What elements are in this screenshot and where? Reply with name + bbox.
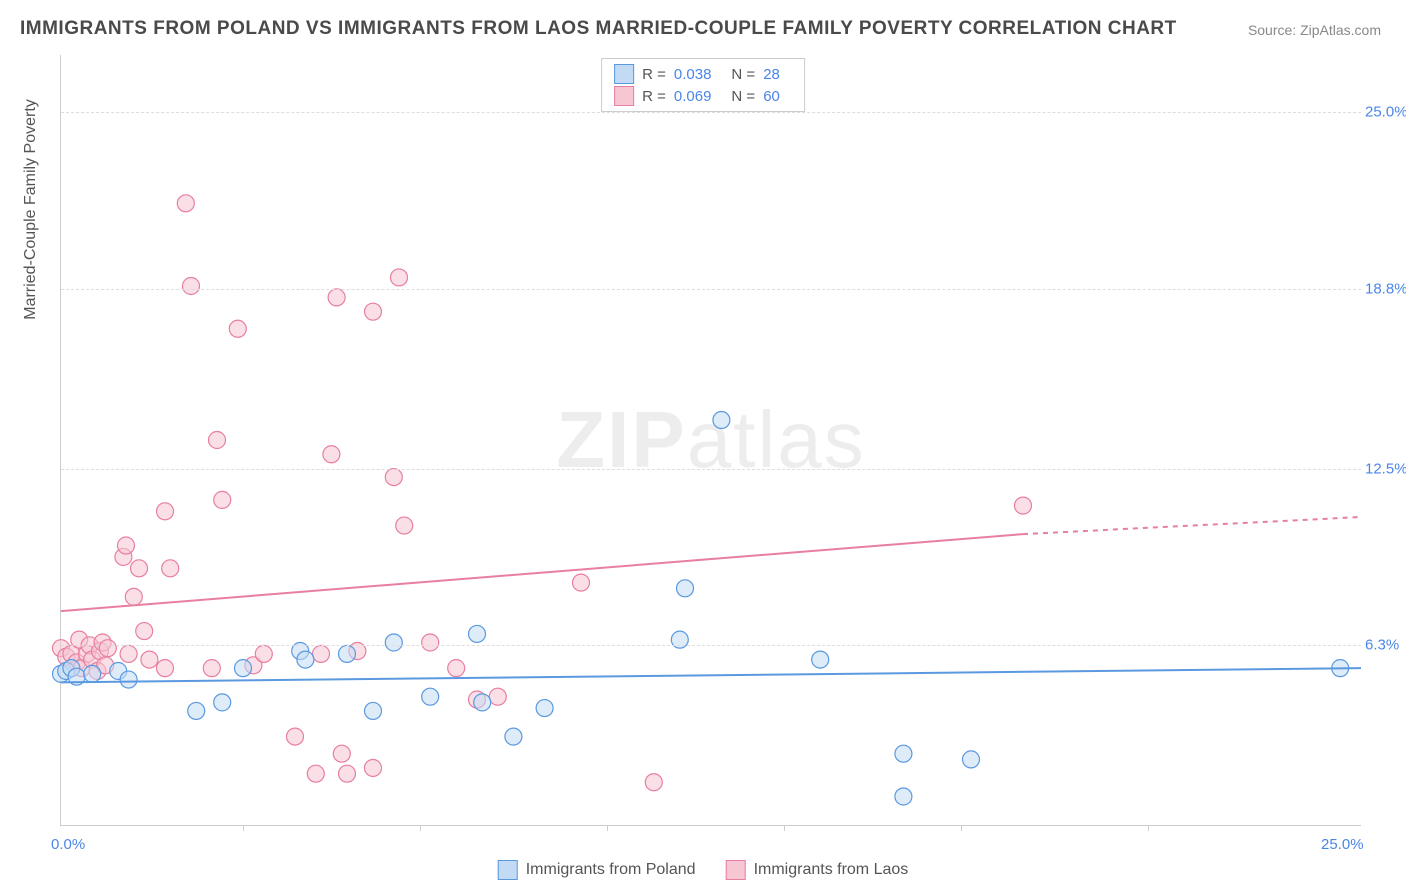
scatter-svg (61, 55, 1361, 825)
y-axis-label: Married-Couple Family Poverty (22, 99, 40, 320)
data-point (469, 625, 486, 642)
data-point (422, 634, 439, 651)
data-point (1015, 497, 1032, 514)
data-point (183, 278, 200, 295)
data-point (255, 645, 272, 662)
data-point (895, 745, 912, 762)
gridline (61, 645, 1361, 646)
data-point (99, 640, 116, 657)
y-tick-label: 25.0% (1365, 104, 1406, 121)
data-point (536, 700, 553, 717)
x-tick-mark (961, 825, 962, 831)
legend-series: Immigrants from Poland Immigrants from L… (498, 860, 909, 880)
data-point (963, 751, 980, 768)
data-point (365, 759, 382, 776)
data-point (214, 694, 231, 711)
trend-line (61, 534, 1023, 611)
data-point (645, 774, 662, 791)
data-point (136, 623, 153, 640)
data-point (365, 303, 382, 320)
x-tick-mark (607, 825, 608, 831)
data-point (385, 634, 402, 651)
data-point (339, 645, 356, 662)
data-point (313, 645, 330, 662)
data-point (391, 269, 408, 286)
data-point (505, 728, 522, 745)
plot-area: ZIPatlas 6.3%12.5%18.8%25.0%0.0%25.0% (60, 55, 1361, 826)
gridline (61, 289, 1361, 290)
data-point (141, 651, 158, 668)
data-point (203, 660, 220, 677)
data-point (214, 491, 231, 508)
data-point (162, 560, 179, 577)
y-tick-label: 18.8% (1365, 280, 1406, 297)
y-tick-label: 6.3% (1365, 637, 1406, 654)
legend-stats: R = 0.038 N = 28 R = 0.069 N = 60 (601, 58, 805, 112)
data-point (120, 645, 137, 662)
data-point (812, 651, 829, 668)
legend-row-2: R = 0.069 N = 60 (614, 85, 792, 107)
data-point (713, 412, 730, 429)
data-point (573, 574, 590, 591)
swatch-laos-icon (726, 860, 746, 880)
data-point (323, 446, 340, 463)
x-tick-label: 0.0% (51, 836, 85, 853)
data-point (209, 432, 226, 449)
trend-line (1023, 517, 1361, 534)
data-point (307, 765, 324, 782)
data-point (422, 688, 439, 705)
chart-title: IMMIGRANTS FROM POLAND VS IMMIGRANTS FRO… (20, 18, 1177, 40)
data-point (448, 660, 465, 677)
data-point (474, 694, 491, 711)
x-tick-mark (784, 825, 785, 831)
data-point (489, 688, 506, 705)
data-point (177, 195, 194, 212)
legend-row-1: R = 0.038 N = 28 (614, 63, 792, 85)
data-point (297, 651, 314, 668)
data-point (125, 588, 142, 605)
data-point (118, 537, 135, 554)
source-label: Source: ZipAtlas.com (1248, 22, 1381, 38)
data-point (157, 503, 174, 520)
data-point (287, 728, 304, 745)
data-point (229, 320, 246, 337)
data-point (235, 660, 252, 677)
legend-label: Immigrants from Poland (526, 861, 696, 879)
swatch-laos-icon (614, 86, 634, 106)
data-point (131, 560, 148, 577)
data-point (157, 660, 174, 677)
gridline (61, 469, 1361, 470)
legend-label: Immigrants from Laos (754, 861, 909, 879)
y-tick-label: 12.5% (1365, 460, 1406, 477)
legend-item-poland: Immigrants from Poland (498, 860, 696, 880)
swatch-poland-icon (614, 64, 634, 84)
swatch-poland-icon (498, 860, 518, 880)
data-point (895, 788, 912, 805)
x-tick-mark (243, 825, 244, 831)
x-tick-mark (1148, 825, 1149, 831)
data-point (120, 671, 137, 688)
data-point (333, 745, 350, 762)
data-point (396, 517, 413, 534)
x-tick-mark (420, 825, 421, 831)
x-tick-label: 25.0% (1321, 836, 1364, 853)
data-point (677, 580, 694, 597)
data-point (339, 765, 356, 782)
legend-item-laos: Immigrants from Laos (726, 860, 909, 880)
data-point (328, 289, 345, 306)
data-point (365, 702, 382, 719)
data-point (84, 665, 101, 682)
gridline (61, 112, 1361, 113)
data-point (188, 702, 205, 719)
data-point (385, 469, 402, 486)
